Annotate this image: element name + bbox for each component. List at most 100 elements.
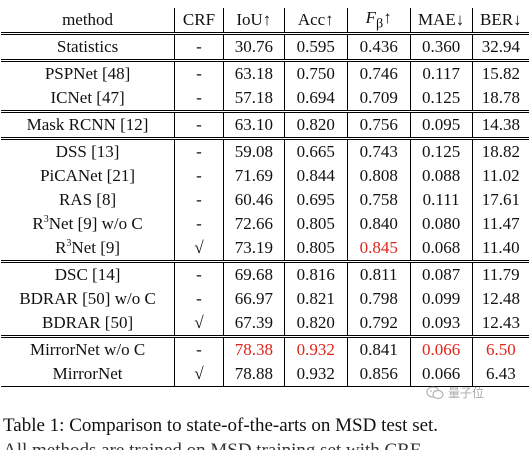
cell-fbeta: 0.746 (346, 59, 411, 87)
cell-method: R3Net [9] (1, 236, 175, 262)
cell-ber: 6.43 (471, 362, 529, 388)
table-row: MirrorNet √ 78.88 0.932 0.856 0.066 6.43 (1, 362, 529, 388)
cell-iou: 69.68 (222, 260, 285, 288)
cell-acc: 0.820 (283, 110, 348, 139)
watermark-text: 量子位 (448, 386, 485, 400)
cell-iou: 78.38 (222, 335, 285, 363)
table-row: RAS [8] - 60.46 0.695 0.758 0.111 17.61 (1, 188, 529, 213)
cell-iou: 30.76 (222, 32, 285, 61)
cell-mae: 0.087 (409, 260, 473, 288)
cell-acc: 0.694 (283, 86, 348, 112)
cell-acc: 0.805 (283, 236, 348, 262)
cell-fbeta: 0.856 (346, 362, 411, 388)
cell-acc: 0.695 (283, 188, 348, 213)
cell-crf: - (174, 110, 224, 139)
header-acc: Acc↑ (283, 8, 348, 35)
table-row: Mask RCNN [12] - 63.10 0.820 0.756 0.095… (1, 110, 529, 139)
cell-crf: √ (174, 362, 224, 388)
cell-iou: 66.97 (222, 287, 285, 312)
cell-method: DSC [14] (1, 260, 175, 288)
table-row: Statistics - 30.76 0.595 0.436 0.360 32.… (1, 32, 529, 61)
cell-method: MirrorNet w/o C (1, 335, 175, 363)
cell-fbeta: 0.792 (346, 311, 411, 337)
cell-mae: 0.068 (409, 236, 473, 262)
cell-method: DSS [13] (1, 137, 175, 165)
cell-ber: 11.40 (471, 236, 529, 262)
cell-iou: 72.66 (222, 212, 285, 237)
cell-crf: √ (174, 236, 224, 262)
header-iou: IoU↑ (222, 8, 285, 35)
cell-acc: 0.816 (283, 260, 348, 288)
header-method: method (1, 8, 175, 35)
cell-method: ICNet [47] (50, 88, 125, 108)
cell-iou: 67.39 (222, 311, 285, 337)
cell-acc: 0.805 (283, 212, 348, 237)
cell-crf: - (174, 164, 224, 189)
cell-ber: 18.78 (471, 86, 529, 112)
cell-crf: - (174, 260, 224, 288)
cell-ber: 11.02 (471, 164, 529, 189)
cell-method: MirrorNet (1, 362, 175, 388)
cell-method: BDRAR [50] (41, 313, 134, 333)
cell-crf: √ (174, 311, 224, 337)
method-superscript: 3 (43, 214, 49, 226)
cell-mae: 0.066 (409, 335, 473, 363)
cell-crf: - (174, 59, 224, 87)
table-header: method CRF IoU↑ Acc↑ Fβ↑ MAE↓ BER↓ (1, 8, 529, 35)
table-row: MirrorNet w/o C - 78.38 0.932 0.841 0.06… (1, 335, 529, 363)
group-instance-segmentation: Mask RCNN [12] - 63.10 0.820 0.756 0.095… (1, 110, 529, 139)
cell-fbeta: 0.811 (346, 260, 411, 288)
table-row: R3Net [9] w/o C - 72.66 0.805 0.840 0.08… (1, 212, 529, 237)
cell-iou: 73.19 (222, 236, 285, 262)
cell-acc: 0.844 (283, 164, 348, 189)
cell-method: RAS [8] (58, 190, 117, 210)
cell-mae: 0.093 (409, 311, 473, 337)
header-ber: BER↓ (471, 8, 529, 35)
method-superscript: 3 (66, 238, 72, 250)
cell-crf: - (174, 86, 224, 112)
cell-fbeta: 0.840 (346, 212, 411, 237)
cell-iou: 78.88 (222, 362, 285, 388)
cell-fbeta: 0.758 (346, 188, 411, 213)
table-row: PSPNet [48] - 63.18 0.750 0.746 0.117 15… (1, 59, 529, 87)
cell-iou: 60.46 (222, 188, 285, 213)
cell-mae: 0.117 (409, 59, 473, 87)
cell-mae: 0.125 (409, 137, 473, 165)
cell-crf: - (174, 287, 224, 312)
cell-acc: 0.750 (283, 59, 348, 87)
table-row: DSC [14] - 69.68 0.816 0.811 0.087 11.79 (1, 260, 529, 288)
cell-ber: 14.38 (471, 110, 529, 139)
cell-ber: 17.61 (471, 188, 529, 213)
cell-crf: - (174, 212, 224, 237)
cell-iou: 63.18 (222, 59, 285, 87)
cell-iou: 59.08 (222, 137, 285, 165)
method-rest: Net [9] (71, 238, 121, 258)
table-row: BDRAR [50] w/o C - 66.97 0.821 0.798 0.0… (1, 287, 529, 312)
cell-fbeta: 0.743 (346, 137, 411, 165)
caption-next-line: All methods are trained on MSD training … (3, 440, 420, 450)
table-row: R3Net [9] √ 73.19 0.805 0.845 0.068 11.4… (1, 236, 529, 262)
header-mae: MAE↓ (409, 8, 473, 35)
cell-iou: 63.10 (222, 110, 285, 139)
table-row: BDRAR [50] √ 67.39 0.820 0.792 0.093 12.… (1, 311, 529, 337)
cell-fbeta: 0.845 (346, 236, 411, 262)
cell-crf: - (174, 32, 224, 61)
cell-mae: 0.066 (409, 362, 473, 388)
cell-crf: - (174, 137, 224, 165)
cell-mae: 0.125 (409, 86, 473, 112)
table-caption: Table 1: Comparison to state-of-the-arts… (3, 415, 439, 436)
watermark: 量子位 (426, 384, 484, 401)
cell-method: BDRAR [50] w/o C (19, 289, 156, 309)
method-rest: Net [9] w/o C (48, 214, 143, 234)
fbeta-arrow: ↑ (383, 8, 392, 27)
cell-fbeta: 0.436 (346, 32, 411, 61)
cell-ber: 6.50 (471, 335, 529, 363)
cell-ber: 15.82 (471, 59, 529, 87)
method-main: R (55, 238, 67, 258)
table-row: PiCANet [21] - 71.69 0.844 0.808 0.088 1… (1, 164, 529, 189)
cell-method: R3Net [9] w/o C (1, 212, 175, 236)
cell-mae: 0.080 (409, 212, 473, 237)
group-salient-object-detection: DSS [13] - 59.08 0.665 0.743 0.125 18.82… (1, 137, 529, 262)
method-main: R (32, 214, 44, 234)
cell-method: PiCANet [21] (40, 166, 136, 186)
